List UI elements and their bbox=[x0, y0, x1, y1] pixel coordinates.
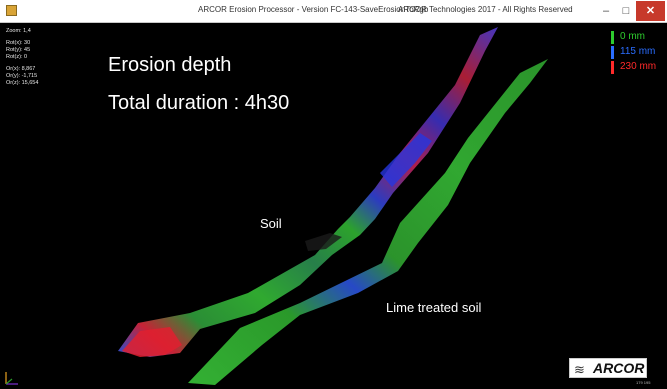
or-y-readout: Or(y): -1,715 bbox=[6, 73, 38, 79]
soil-label: Soil bbox=[260, 216, 282, 231]
close-button[interactable]: ✕ bbox=[636, 1, 665, 21]
legend-swatch bbox=[611, 46, 614, 59]
view-info-panel: Zoom: 1,4 Rot(x): 30 Rot(y): 45 Rot(z): … bbox=[6, 28, 38, 87]
title-bar: ARCOR Erosion Processor - Version FC-143… bbox=[0, 0, 667, 23]
total-duration-label: Total duration : 4h30 bbox=[108, 92, 290, 114]
rot-x-readout: Rot(x): 30 bbox=[6, 40, 31, 46]
soil-dark-gap bbox=[305, 233, 342, 251]
soil-channel bbox=[118, 27, 498, 357]
arcor-logo-mark: ≋ bbox=[574, 362, 585, 377]
lime-treated-soil-label: Lime treated soil bbox=[386, 300, 482, 315]
or-z-readout: Or(z): 15,654 bbox=[6, 80, 39, 86]
axis-icon bbox=[5, 372, 18, 385]
zoom-readout: Zoom: 1,4 bbox=[6, 28, 31, 34]
3d-viewport[interactable]: Zoom: 1,4 Rot(x): 30 Rot(y): 45 Rot(z): … bbox=[0, 23, 667, 389]
legend-swatch bbox=[611, 31, 614, 44]
minimize-button[interactable]: – bbox=[602, 5, 610, 17]
rot-z-readout: Rot(z): 0 bbox=[6, 54, 28, 60]
or-x-readout: Or(x): 8,867 bbox=[6, 66, 36, 72]
erosion-depth-title: Erosion depth bbox=[108, 54, 232, 76]
lime-treated-channel bbox=[188, 59, 548, 385]
legend-swatch bbox=[611, 61, 614, 74]
arcor-logo: ≋ ARCOR bbox=[569, 358, 647, 378]
maximize-button[interactable]: □ bbox=[622, 5, 630, 17]
legend-label: 0 mm bbox=[620, 31, 645, 42]
window-title: ARCOR Erosion Processor - Version FC-143… bbox=[198, 5, 429, 14]
erosion-scene[interactable] bbox=[0, 23, 667, 389]
rot-y-readout: Rot(y): 45 bbox=[6, 47, 31, 53]
window-copyright: ARCOR Technologies 2017 - All Rights Res… bbox=[398, 5, 573, 14]
coordinate-readout: 179 195 bbox=[636, 380, 651, 385]
logo-text: ARCOR bbox=[593, 360, 645, 376]
legend-label: 115 mm bbox=[620, 46, 656, 57]
app-icon[interactable] bbox=[6, 5, 17, 16]
legend-label: 230 mm bbox=[620, 61, 657, 72]
soil-red-patch bbox=[122, 327, 182, 357]
soil-blue-patch bbox=[380, 133, 432, 187]
